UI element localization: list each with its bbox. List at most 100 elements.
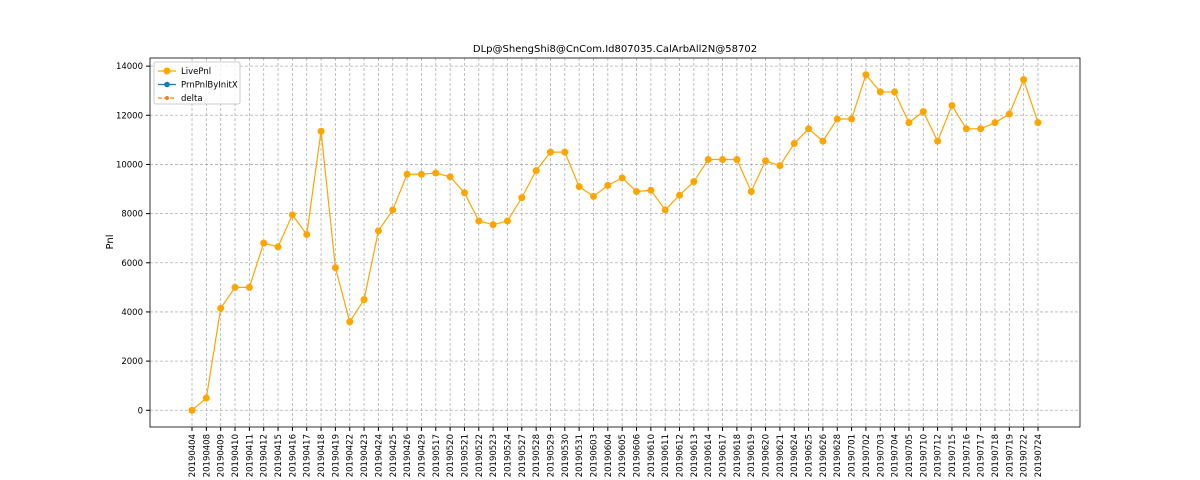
- point: [633, 187, 641, 195]
- point: [546, 148, 554, 156]
- point: [331, 264, 339, 272]
- point: [762, 157, 770, 165]
- point: [805, 125, 813, 133]
- x-tick-label: 20190724: [1034, 434, 1044, 477]
- point: [891, 88, 899, 96]
- x-tick-label: 20190710: [919, 434, 929, 477]
- point: [747, 187, 755, 195]
- legend-marker: [164, 81, 170, 88]
- x-tick-label: 20190422: [346, 434, 356, 477]
- point: [188, 406, 196, 414]
- point: [202, 394, 210, 402]
- x-tick-label: 20190412: [260, 434, 270, 477]
- x-tick-label: 20190620: [762, 434, 772, 477]
- point: [676, 191, 684, 199]
- point: [1020, 76, 1028, 84]
- point: [1034, 119, 1042, 127]
- x-tick-label: 20190529: [546, 434, 556, 477]
- x-tick-label: 20190424: [374, 434, 384, 477]
- x-tick-label: 20190625: [805, 434, 815, 477]
- x-tick-label: 20190603: [589, 434, 599, 477]
- x-tick-label: 20190423: [360, 434, 370, 477]
- x-tick-label: 20190715: [948, 434, 958, 477]
- legend-box: [153, 61, 241, 105]
- point: [848, 115, 856, 123]
- x-tick-label: 20190411: [245, 434, 255, 477]
- x-tick-label: 20190521: [460, 434, 470, 477]
- x-tick-label: 20190626: [819, 434, 829, 477]
- point: [862, 71, 870, 79]
- x-tick-label: 20190719: [1005, 434, 1015, 477]
- x-tick-label: 20190705: [905, 434, 915, 477]
- x-tick-label: 20190712: [934, 434, 944, 477]
- point: [790, 140, 798, 148]
- y-tick-label: 14000: [116, 62, 143, 72]
- x-tick-label: 20190701: [848, 434, 858, 477]
- x-tick-label: 20190426: [403, 434, 413, 477]
- point: [346, 318, 354, 326]
- x-tick-label: 20190621: [776, 434, 786, 477]
- x-tick-label: 20190425: [389, 434, 399, 477]
- x-tick-label: 20190702: [862, 434, 872, 477]
- point: [618, 174, 626, 182]
- point: [876, 88, 884, 96]
- legend-label: PrnPnlByInitX: [181, 81, 238, 91]
- point: [733, 156, 741, 164]
- x-tick-label: 20190610: [647, 434, 657, 477]
- point: [389, 206, 397, 214]
- point: [589, 192, 597, 200]
- point: [948, 101, 956, 109]
- point: [288, 211, 296, 219]
- x-tick-label: 20190530: [561, 434, 571, 477]
- point: [661, 206, 669, 214]
- x-tick-label: 20190722: [1020, 434, 1030, 477]
- point: [432, 169, 440, 177]
- x-tick-label: 20190716: [962, 434, 972, 477]
- y-tick-label: 6000: [121, 259, 143, 269]
- point: [962, 125, 970, 133]
- y-tick-label: 0: [138, 406, 143, 416]
- x-tick-label: 20190408: [202, 434, 212, 477]
- x-tick-label: 20190527: [518, 434, 528, 477]
- y-tick-label: 2000: [121, 357, 143, 367]
- legend-marker: [165, 96, 169, 100]
- y-tick-label: 10000: [116, 160, 143, 170]
- x-tick-label: 20190604: [604, 434, 614, 477]
- point: [417, 170, 425, 178]
- point: [977, 125, 985, 133]
- x-tick-label: 20190611: [661, 434, 671, 477]
- x-tick-label: 20190404: [188, 434, 198, 477]
- point: [489, 221, 497, 229]
- x-tick-label: 20190605: [618, 434, 628, 477]
- legend-marker: [163, 67, 171, 75]
- point: [575, 183, 583, 191]
- x-tick-label: 20190618: [733, 434, 743, 477]
- x-tick-label: 20190522: [475, 434, 485, 477]
- x-tick-label: 20190614: [704, 434, 714, 477]
- x-tick-label: 20190628: [833, 434, 843, 477]
- point: [647, 186, 655, 194]
- point: [217, 304, 225, 312]
- point: [690, 178, 698, 186]
- point: [1005, 110, 1013, 118]
- y-axis-label: Pnl: [105, 235, 116, 250]
- point: [833, 115, 841, 123]
- point: [704, 156, 712, 164]
- point: [460, 189, 468, 197]
- y-tick-label: 12000: [116, 111, 143, 121]
- x-tick-label: 20190613: [690, 434, 700, 477]
- point: [518, 194, 526, 202]
- x-tick-label: 20190624: [790, 434, 800, 477]
- x-tick-label: 20190410: [231, 434, 241, 477]
- point: [374, 227, 382, 235]
- point: [561, 148, 569, 156]
- x-tick-label: 20190415: [274, 434, 284, 477]
- point: [475, 217, 483, 225]
- point: [245, 283, 253, 291]
- x-tick-label: 20190416: [288, 434, 298, 477]
- x-tick-label: 20190524: [503, 434, 513, 477]
- x-tick-label: 20190523: [489, 434, 499, 477]
- x-tick-label: 20190703: [876, 434, 886, 477]
- x-tick-label: 20190531: [575, 434, 585, 477]
